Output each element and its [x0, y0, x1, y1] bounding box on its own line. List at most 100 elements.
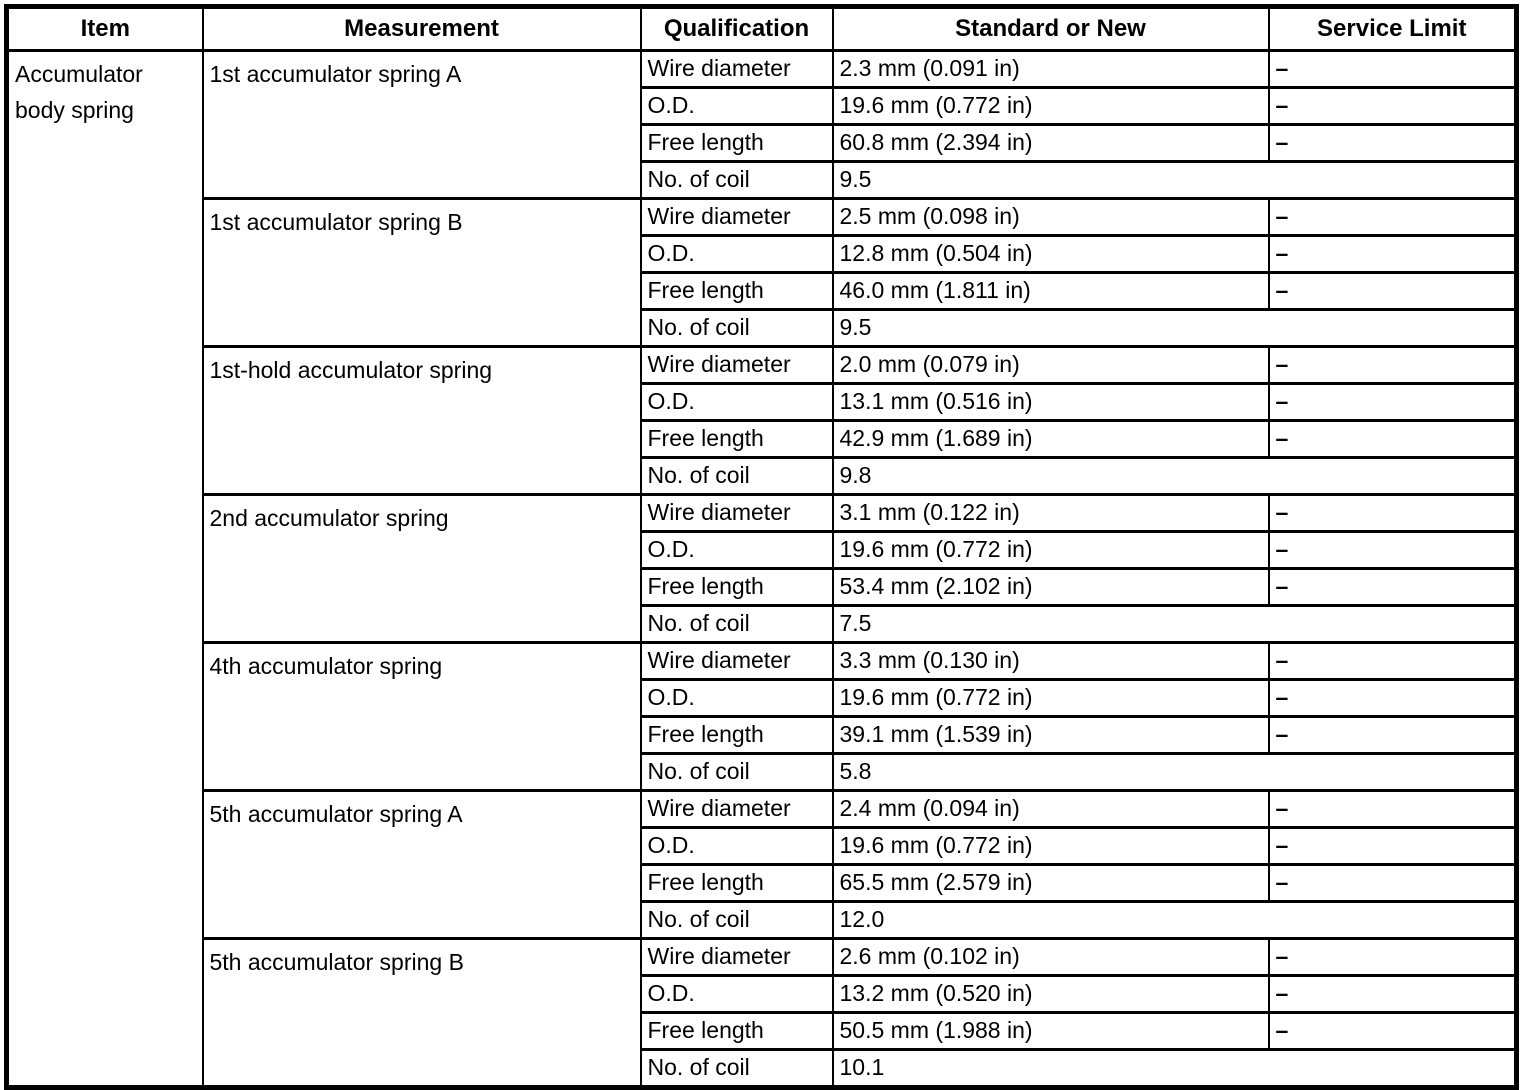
table-row: O.D. 12.8 mm (0.504 in) – [7, 234, 1518, 274]
column-header-item: Item [5, 5, 204, 52]
qualification-cell: Wire diameter [639, 641, 834, 681]
table-row: No. of coil 9.5 [7, 160, 1518, 200]
service-limit-cell: – [1267, 49, 1518, 89]
table-row: O.D. 19.6 mm (0.772 in) – [7, 530, 1518, 570]
table-row: Free length 39.1 mm (1.539 in) – [7, 715, 1518, 755]
qualification-cell: O.D. [639, 86, 834, 126]
table-row: Free length 60.8 mm (2.394 in) – [7, 123, 1518, 163]
standard-cell: 19.6 mm (0.772 in) [831, 826, 1270, 866]
standard-cell: 2.0 mm (0.079 in) [831, 345, 1270, 385]
qualification-cell: Free length [639, 1011, 834, 1051]
standard-cell: 19.6 mm (0.772 in) [831, 86, 1270, 126]
standard-cell: 19.6 mm (0.772 in) [831, 678, 1270, 718]
service-limit-cell: – [1267, 345, 1518, 385]
standard-cell: 2.4 mm (0.094 in) [831, 789, 1270, 829]
table-row: No. of coil 9.8 [7, 456, 1518, 496]
table-row: 1st accumulator spring B Wire diameter 2.5… [7, 197, 1518, 348]
table-row: O.D. 19.6 mm (0.772 in) – [7, 86, 1518, 126]
table-row: No. of coil 7.5 [7, 604, 1518, 644]
column-header-standard: Standard or New [831, 5, 1270, 52]
service-limit-dash: – [1275, 203, 1289, 230]
qualification-cell: Free length [639, 271, 834, 311]
standard-cell: 2.3 mm (0.091 in) [831, 49, 1270, 89]
qualification-cell: O.D. [639, 974, 834, 1014]
standard-cell: 13.1 mm (0.516 in) [831, 382, 1270, 422]
qualification-cell: No. of coil [639, 604, 834, 644]
column-header-qualification: Qualification [639, 5, 834, 52]
service-limit-cell: – [1267, 271, 1518, 311]
qualification-cell: Free length [639, 863, 834, 903]
service-limit-dash: – [1275, 499, 1289, 526]
service-limit-cell: – [1267, 530, 1518, 570]
table-row: 4th accumulator spring Wire diameter 3.3 m… [7, 641, 1518, 792]
qualification-cell: O.D. [639, 382, 834, 422]
qualification-cell: O.D. [639, 234, 834, 274]
qualification-cell: Wire diameter [639, 789, 834, 829]
service-limit-cell: – [1267, 567, 1518, 607]
standard-cell: 9.5 [831, 160, 1518, 200]
service-limit-cell: – [1267, 678, 1518, 718]
service-limit-dash: – [1275, 1017, 1289, 1044]
qualification-cell: No. of coil [639, 308, 834, 348]
item-cell: Accumulator body spring [5, 49, 204, 1089]
standard-cell: 9.5 [831, 308, 1518, 348]
table-row: Accumulator body spring 1st accumulator s… [5, 49, 1518, 1089]
table-row: No. of coil 5.8 [7, 752, 1518, 792]
service-limit-dash: – [1275, 92, 1289, 119]
service-limit-dash: – [1275, 980, 1289, 1007]
standard-cell: 53.4 mm (2.102 in) [831, 567, 1270, 607]
service-limit-cell: – [1267, 382, 1518, 422]
service-limit-dash: – [1275, 388, 1289, 415]
standard-cell: 9.8 [831, 456, 1518, 496]
qualification-cell: No. of coil [639, 160, 834, 200]
service-limit-cell: – [1267, 234, 1518, 274]
service-limit-dash: – [1275, 277, 1289, 304]
table-row: Free length 50.5 mm (1.988 in) – [7, 1011, 1518, 1051]
service-limit-cell: – [1267, 937, 1518, 977]
service-limit-dash: – [1275, 684, 1289, 711]
standard-cell: 39.1 mm (1.539 in) [831, 715, 1270, 755]
table-row: O.D. 19.6 mm (0.772 in) – [7, 678, 1518, 718]
qualification-cell: No. of coil [639, 900, 834, 940]
measurement-cell: 1st-hold accumulator spring [201, 345, 642, 496]
service-limit-dash: – [1275, 536, 1289, 563]
table-row: 5th accumulator spring A Wire diameter 2.4… [7, 789, 1518, 940]
service-limit-cell: – [1267, 789, 1518, 829]
service-limit-dash: – [1275, 573, 1289, 600]
service-limit-dash: – [1275, 351, 1289, 378]
qualification-cell: No. of coil [639, 456, 834, 496]
table-row: O.D. 19.6 mm (0.772 in) – [7, 826, 1518, 866]
service-limit-cell: – [1267, 826, 1518, 866]
service-limit-dash: – [1275, 795, 1289, 822]
qualification-cell: Wire diameter [639, 493, 834, 533]
service-limit-cell: – [1267, 641, 1518, 681]
table-row: Free length 65.5 mm (2.579 in) – [7, 863, 1518, 903]
standard-cell: 2.6 mm (0.102 in) [831, 937, 1270, 977]
standard-cell: 5.8 [831, 752, 1518, 792]
service-limit-dash: – [1275, 55, 1289, 82]
standard-cell: 3.1 mm (0.122 in) [831, 493, 1270, 533]
standard-cell: 50.5 mm (1.988 in) [831, 1011, 1270, 1051]
service-limit-dash: – [1275, 647, 1289, 674]
qualification-cell: O.D. [639, 530, 834, 570]
standard-cell: 10.1 [831, 1048, 1518, 1089]
qualification-cell: Wire diameter [639, 345, 834, 385]
standard-cell: 19.6 mm (0.772 in) [831, 530, 1270, 570]
qualification-cell: O.D. [639, 678, 834, 718]
qualification-cell: Wire diameter [639, 49, 834, 89]
standard-cell: 42.9 mm (1.689 in) [831, 419, 1270, 459]
qualification-cell: Wire diameter [639, 197, 834, 237]
service-limit-dash: – [1275, 425, 1289, 452]
qualification-cell: No. of coil [639, 1048, 834, 1089]
measurement-cell: 5th accumulator spring B [201, 937, 642, 1089]
table-row: O.D. 13.1 mm (0.516 in) – [7, 382, 1518, 422]
service-limit-cell: – [1267, 974, 1518, 1014]
qualification-cell: Free length [639, 567, 834, 607]
table-row: No. of coil 9.5 [7, 308, 1518, 348]
table-row: Free length 42.9 mm (1.689 in) – [7, 419, 1518, 459]
service-limit-cell: – [1267, 493, 1518, 533]
standard-cell: 3.3 mm (0.130 in) [831, 641, 1270, 681]
measurement-cell: 5th accumulator spring A [201, 789, 642, 940]
table-row: Free length 53.4 mm (2.102 in) – [7, 567, 1518, 607]
standard-cell: 7.5 [831, 604, 1518, 644]
